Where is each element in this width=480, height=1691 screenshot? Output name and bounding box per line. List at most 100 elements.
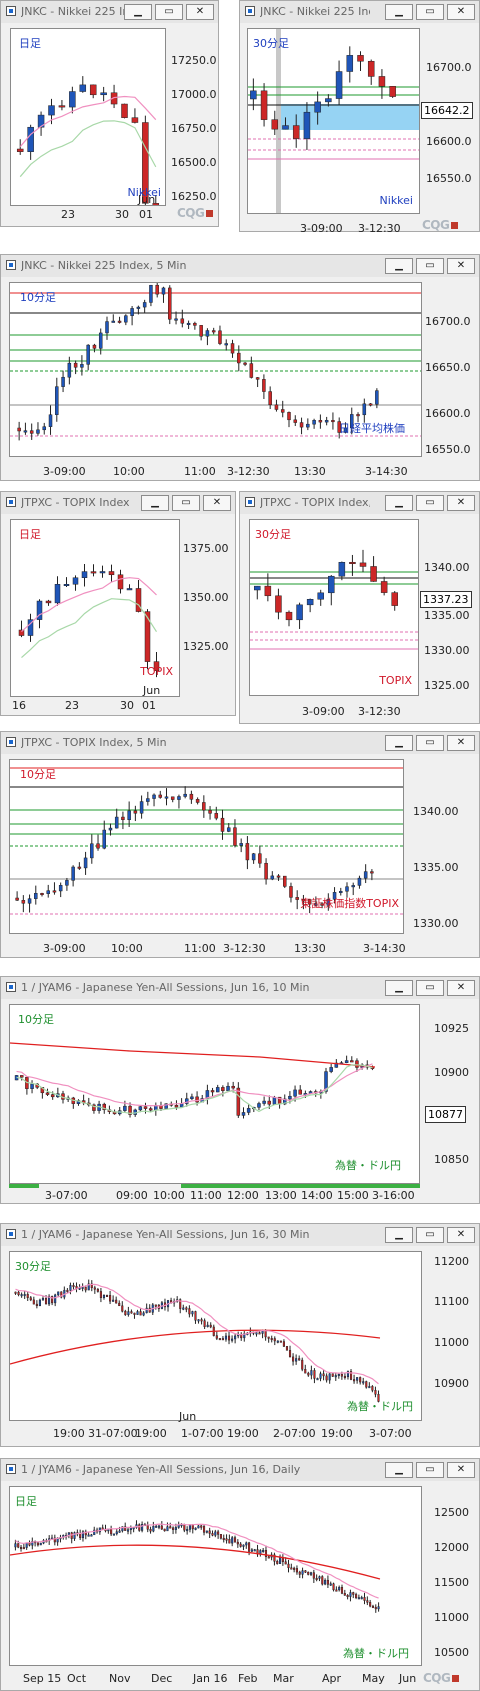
last-price: 10877 [425,1106,466,1123]
candle-body [89,84,97,96]
candle-body [194,1527,197,1530]
restore-button[interactable]: ▭ [416,1227,444,1243]
minimize-button[interactable]: ▁ [385,735,413,751]
candle-body [138,1106,143,1111]
candle-body [79,84,87,92]
close-button[interactable]: ✕ [203,495,231,511]
timeframe-label: 30分足 [255,528,291,541]
candle-body [215,1087,220,1093]
candle-body [26,1294,29,1298]
close-button[interactable]: ✕ [447,495,475,511]
candle-body [135,588,142,612]
restore-button[interactable]: ▭ [155,4,183,20]
x-tick: 12:00 [227,1189,259,1202]
candle-body [312,1572,315,1579]
title-bar[interactable]: JTPXC - TOPIX Index, 5 Min ▁ ▭ ✕ [1,732,479,754]
title-bar[interactable]: JNKC - Nikkei 225 Index, 30 Min ▁▭✕ [240,1,479,23]
title-bar[interactable]: 1 / JYAM6 - Japanese Yen-All Sessions, J… [1,977,479,999]
candle-body [343,1375,346,1378]
restore-button[interactable]: ▭ [172,495,200,511]
minimize-button[interactable]: ▁ [385,258,413,274]
title-bar[interactable]: JNKC - Nikkei 225 Index, Daily ▁▭✕ [1,1,218,23]
close-button[interactable]: ✕ [447,258,475,274]
restore-button[interactable]: ▭ [416,495,444,511]
close-button[interactable]: ✕ [447,1462,475,1478]
title-bar[interactable]: JTPXC - TOPIX Index, 30 Min ▁▭✕ [240,492,479,514]
chart-area[interactable]: 日足 TOPIX [10,519,180,697]
candle-body [205,1090,210,1099]
chart-area[interactable]: 日足 為替・ドル円 [9,1486,422,1666]
window-topix-30min: JTPXC - TOPIX Index, 30 Min ▁▭✕ 30分足 TOP… [239,491,480,724]
chart-area[interactable]: 30分足 TOPIX [249,519,419,696]
restore-button[interactable]: ▭ [416,258,444,274]
candle-body [69,1285,72,1291]
close-button[interactable]: ✕ [447,1227,475,1243]
candle-body [233,827,237,846]
chart-area[interactable]: 30分足 為替・ドル円 [9,1251,422,1421]
restore-button[interactable]: ▭ [416,980,444,996]
candle-body [60,1291,63,1298]
chart-area[interactable]: 10分足 為替・ドル円 [9,1004,420,1184]
candle-body [72,1285,75,1288]
y-tick: 11200 [434,1255,469,1268]
candle-body [306,599,314,606]
last-price: 1337.23 [420,591,472,608]
candle-body [349,561,356,564]
window-title: JTPXC - TOPIX Index, Daily [21,496,129,509]
y-tick: 16700.0 [425,315,471,328]
moving-average-line [15,1523,379,1599]
candle-body [225,1538,228,1541]
candle-body [292,1356,295,1362]
chart-area[interactable]: 10分足 日経平均株価 [9,282,422,457]
moving-average-line [19,120,157,178]
title-bar[interactable]: 1 / JYAM6 - Japanese Yen-All Sessions, J… [1,1224,479,1246]
title-bar[interactable]: 1 / JYAM6 - Japanese Yen-All Sessions, J… [1,1459,479,1481]
close-button[interactable]: ✕ [447,4,475,20]
candle-body [193,322,197,326]
candle-body [53,1537,56,1543]
candle-body [138,1524,141,1531]
title-bar[interactable]: JNKC - Nikkei 225 Index, 5 Min ▁ ▭ ✕ [1,255,479,277]
candle-body [61,376,65,387]
minimize-button[interactable]: ▁ [385,980,413,996]
x-tick: 3-12:30 [223,942,266,955]
y-tick: 1335.00 [424,609,470,622]
candle-body [234,1335,237,1340]
restore-button[interactable]: ▭ [416,1462,444,1478]
candle-body [185,1307,188,1310]
candle-body [365,1381,368,1388]
minimize-button[interactable]: ▁ [385,4,413,20]
candle-body [343,1593,346,1596]
close-button[interactable]: ✕ [186,4,214,20]
candle-body [36,429,40,434]
chart-area[interactable]: 10分足 東証株価指数TOPIX [9,759,404,934]
candle-body [86,344,90,365]
candle-body [236,1087,241,1116]
chart-area[interactable]: 30分足 Nikkei [247,28,420,214]
candle-body [105,321,109,334]
candle-body [272,1096,277,1105]
close-button[interactable]: ✕ [447,735,475,751]
minimize-button[interactable]: ▁ [124,4,152,20]
candle-body [105,1294,109,1297]
timeframe-label: 10分足 [20,291,56,304]
candle-body [155,1525,158,1528]
candle-body [130,1311,133,1314]
chart-area[interactable]: 日足 Nikkei [10,28,166,206]
candle-body [245,1542,248,1546]
candle-body [350,1060,354,1063]
minimize-button[interactable]: ▁ [385,1227,413,1243]
candle-body [19,1075,24,1078]
candle-body [271,119,279,130]
legend-label: TOPIX [379,674,412,687]
timeframe-label: 10分足 [18,1013,54,1026]
restore-button[interactable]: ▭ [416,4,444,20]
close-button[interactable]: ✕ [447,980,475,996]
candle-body [121,1526,124,1532]
title-bar[interactable]: JTPXC - TOPIX Index, Daily ▁▭✕ [1,492,235,514]
minimize-button[interactable]: ▁ [141,495,169,511]
candle-body [124,315,128,323]
minimize-button[interactable]: ▁ [385,495,413,511]
restore-button[interactable]: ▭ [416,735,444,751]
minimize-button[interactable]: ▁ [385,1462,413,1478]
